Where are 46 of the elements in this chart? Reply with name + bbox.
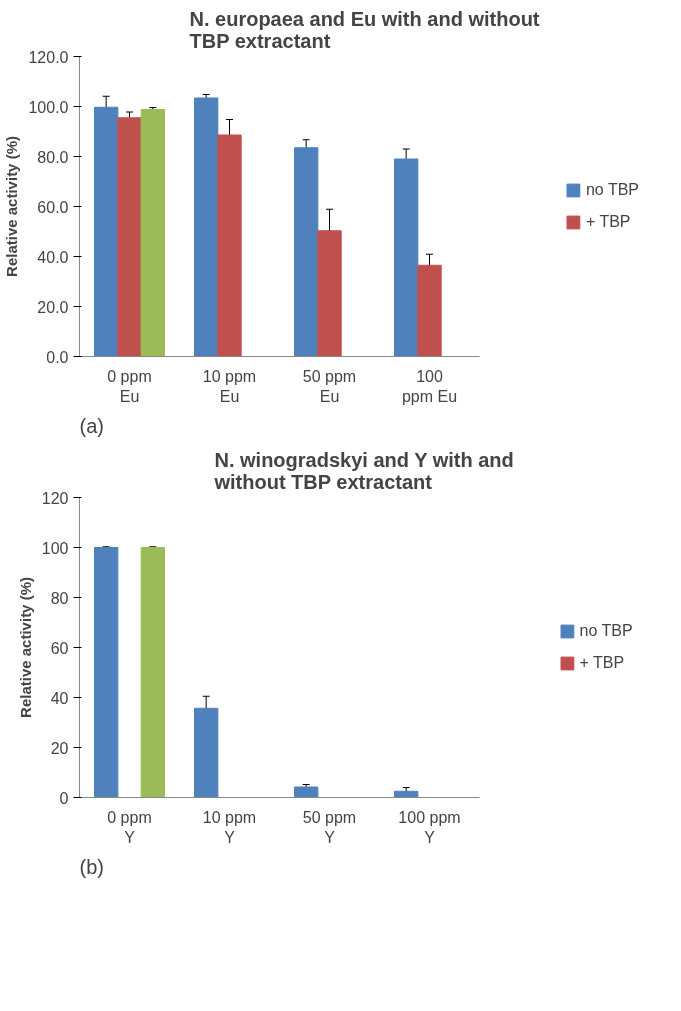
y-tick-label: 120 bbox=[41, 489, 69, 507]
bar bbox=[417, 264, 442, 357]
x-tick-label: 100 ppm Eu bbox=[401, 367, 458, 405]
bar bbox=[140, 109, 165, 357]
y-tick-label: 100.0 bbox=[28, 98, 69, 116]
bar bbox=[140, 547, 165, 798]
y-tick-label: 20.0 bbox=[37, 298, 69, 316]
y-axis-title: Relative activity (%) bbox=[16, 577, 34, 718]
x-tick-label: 0 ppm Eu bbox=[107, 367, 152, 405]
bar bbox=[94, 106, 119, 357]
y-tick-label: 80 bbox=[50, 589, 69, 607]
bar bbox=[294, 786, 319, 798]
y-tick-label: 60.0 bbox=[37, 198, 69, 216]
bar bbox=[294, 147, 319, 357]
bar bbox=[194, 707, 219, 798]
x-tick-label: 10 ppm Eu bbox=[202, 367, 257, 405]
x-tick-label: 0 ppm Y bbox=[107, 808, 152, 846]
y-axis-title: Relative activity (%) bbox=[3, 136, 21, 277]
chart-title: N. europaea and Eu with and without TBP extractant bbox=[189, 7, 540, 52]
legend-label: no TBP bbox=[579, 622, 633, 640]
y-tick-label: 40 bbox=[50, 689, 69, 707]
x-tick-label: 50 ppm Eu bbox=[302, 367, 357, 405]
y-tick-label: 120.0 bbox=[28, 48, 69, 66]
bar bbox=[394, 790, 419, 798]
bar bbox=[94, 547, 119, 798]
bar bbox=[394, 158, 419, 357]
y-tick-label: 20 bbox=[50, 739, 69, 757]
x-tick-label: 100 ppm Y bbox=[398, 808, 461, 846]
y-tick-label: 60 bbox=[50, 639, 69, 657]
y-tick-label: 40.0 bbox=[37, 248, 69, 266]
y-tick-label: 80.0 bbox=[37, 148, 69, 166]
bar bbox=[117, 117, 142, 357]
bar bbox=[194, 97, 219, 357]
y-tick-label: 0 bbox=[59, 789, 69, 807]
legend-label: no TBP bbox=[585, 181, 639, 199]
y-tick-label: 100 bbox=[41, 539, 69, 557]
y-tick-label: 0.0 bbox=[46, 348, 69, 366]
x-tick-label: 10 ppm Y bbox=[202, 808, 257, 846]
legend-label: + TBP bbox=[579, 654, 625, 672]
x-tick-label: 50 ppm Y bbox=[302, 808, 357, 846]
text: (b) bbox=[79, 855, 104, 878]
chart-title: N. winogradskyi and Y with and without TBP extractant bbox=[213, 448, 514, 493]
bar bbox=[217, 134, 242, 357]
text: (a) bbox=[79, 414, 104, 437]
bar bbox=[317, 230, 342, 357]
legend-label: + TBP bbox=[585, 213, 631, 231]
